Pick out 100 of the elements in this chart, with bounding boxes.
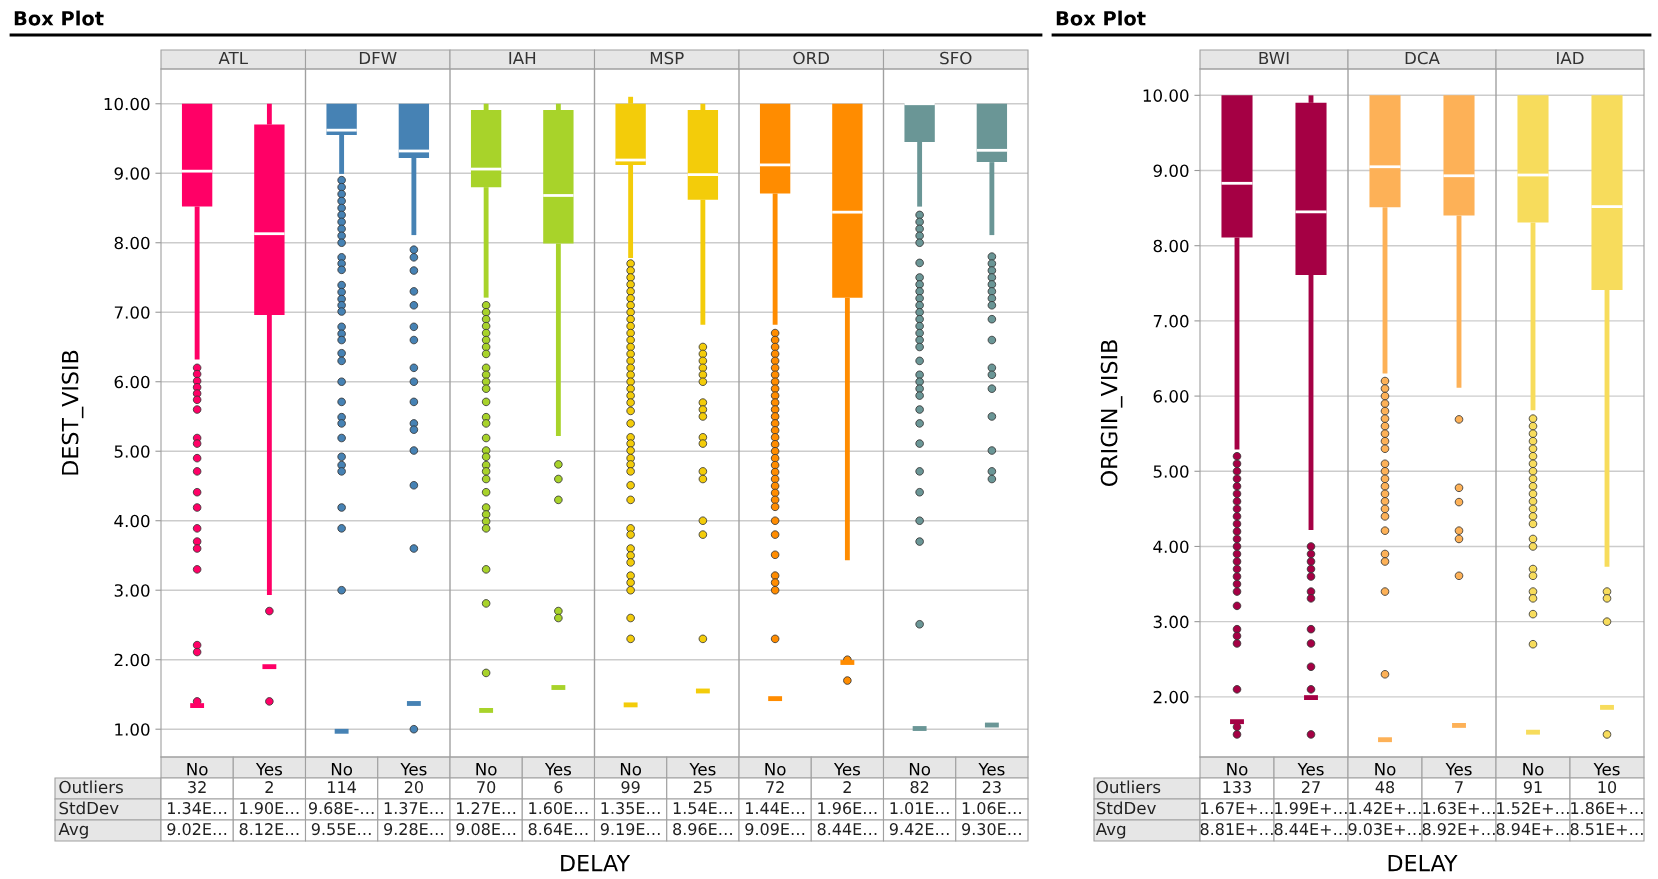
- y-tick-label: 8.00: [114, 236, 150, 250]
- y-tick-label: 2.00: [114, 653, 150, 667]
- text: 133: [1223, 781, 1251, 794]
- y-tick-label: 8.00: [1153, 239, 1189, 253]
- y-tick-label: 4.00: [114, 514, 150, 528]
- text: 9.02E…: [167, 823, 227, 836]
- text: 1.34E…: [168, 802, 227, 815]
- text: 72: [766, 781, 784, 793]
- text: SFO: [940, 51, 972, 65]
- y-tick-label: 5.00: [114, 445, 150, 458]
- text: IAH: [509, 51, 536, 65]
- y-tick-label: 5.00: [1153, 465, 1189, 478]
- text: MSP: [650, 51, 684, 65]
- text: 9.09E…: [745, 823, 805, 836]
- series-label: DCA: [1405, 51, 1440, 65]
- x-axis-title: DELAY: [561, 854, 631, 872]
- y-tick-label: 2.00: [1153, 690, 1189, 704]
- x-tick-label: Yes: [1445, 763, 1472, 776]
- text: 2: [265, 781, 273, 793]
- x-tick-label: Yes: [833, 763, 861, 776]
- text: 9.03E+…: [1348, 823, 1421, 836]
- text: 1.86E+…: [1571, 802, 1643, 815]
- x-tick-label: No: [476, 763, 497, 776]
- text: 1.06E…: [962, 802, 1021, 815]
- y-tick-label: 7.00: [1153, 314, 1189, 328]
- text: 99: [621, 781, 640, 794]
- text: 8.44E+…: [1274, 823, 1347, 836]
- text: 6: [554, 781, 563, 794]
- x-tick-label: No: [1227, 763, 1248, 776]
- text: 1.67E+…: [1201, 802, 1273, 815]
- x-tick-label: No: [1375, 763, 1396, 776]
- y-tick-label: 1.00: [115, 723, 150, 736]
- text: 9.19E…: [600, 823, 660, 836]
- text: 48: [1375, 781, 1395, 794]
- y-tick-label: 10.00: [104, 97, 150, 111]
- text: 8.64E…: [528, 823, 588, 836]
- text: 70: [477, 781, 496, 794]
- y-tick-label: 6.00: [1153, 390, 1189, 403]
- text: 10: [1598, 781, 1617, 794]
- text: ATL: [218, 51, 248, 65]
- text: 25: [693, 781, 712, 794]
- text: DFW: [359, 51, 397, 65]
- y-tick-label: 9.00: [114, 167, 150, 180]
- x-axis-title: DELAY: [1388, 854, 1458, 872]
- text: 1.52E+…: [1497, 802, 1569, 815]
- x-tick-label: No: [331, 763, 353, 776]
- chart-title: Box Plot: [1056, 10, 1146, 26]
- text: 8.44E…: [817, 823, 877, 836]
- text: 9.30E…: [962, 823, 1021, 836]
- series-label: IAD: [1557, 51, 1584, 65]
- x-tick-label: Yes: [1297, 763, 1324, 776]
- text: 9.55E…: [311, 823, 371, 836]
- y-tick-label: 6.00: [114, 375, 150, 389]
- text: 32: [188, 781, 206, 794]
- text: 1.60E…: [529, 802, 588, 815]
- x-tick-label: No: [765, 763, 786, 776]
- text: 1.96E…: [818, 802, 877, 815]
- x-tick-label: No: [187, 763, 208, 776]
- text: Outliers: [59, 780, 123, 794]
- y-tick-label: 3.00: [1153, 615, 1189, 629]
- text: 20: [404, 781, 423, 794]
- text: 1.42E+…: [1349, 802, 1421, 814]
- text: Avg: [1095, 822, 1126, 839]
- text: 1.63E+…: [1423, 802, 1495, 815]
- y-tick-label: 4.00: [1153, 540, 1189, 554]
- text: 7: [1455, 781, 1463, 793]
- text: 8.81E+…: [1200, 823, 1273, 836]
- x-tick-label: Yes: [255, 763, 283, 776]
- y-tick-label: 3.00: [114, 584, 150, 597]
- text: 9.68E-…: [308, 802, 374, 815]
- text: StdDev: [1096, 801, 1156, 815]
- text: 9.28E…: [384, 823, 443, 836]
- text: 8.92E+…: [1422, 823, 1495, 836]
- text: StdDev: [59, 801, 119, 815]
- text: 1.90E…: [240, 802, 299, 815]
- text: 9.42E…: [889, 823, 949, 836]
- text: 1.01E…: [890, 802, 949, 815]
- text: 1.54E…: [673, 802, 732, 815]
- x-tick-label: Yes: [400, 763, 427, 776]
- text: 8.12E…: [239, 823, 299, 836]
- y-tick-label: 7.00: [114, 306, 150, 319]
- x-tick-label: Yes: [978, 763, 1005, 776]
- text: 9.08E…: [456, 823, 516, 836]
- x-tick-label: Yes: [1593, 763, 1620, 776]
- text: 8.94E+…: [1496, 823, 1569, 836]
- x-tick-label: No: [909, 763, 931, 776]
- y-axis-title: DEST_VISIB: [61, 350, 84, 475]
- text: 8.96E…: [673, 823, 732, 836]
- text: 23: [982, 781, 1001, 794]
- text: 1.37E…: [384, 802, 443, 815]
- text: 27: [1302, 781, 1320, 793]
- x-tick-label: No: [1523, 763, 1544, 776]
- text: 1.44E…: [746, 802, 805, 814]
- chart-title: Box Plot: [14, 10, 104, 26]
- x-tick-label: No: [620, 763, 642, 776]
- text: 2: [843, 781, 851, 793]
- text: 1.27E…: [457, 802, 516, 814]
- text: 114: [328, 781, 356, 793]
- text: Avg: [58, 822, 88, 839]
- text: Outliers: [1096, 780, 1161, 794]
